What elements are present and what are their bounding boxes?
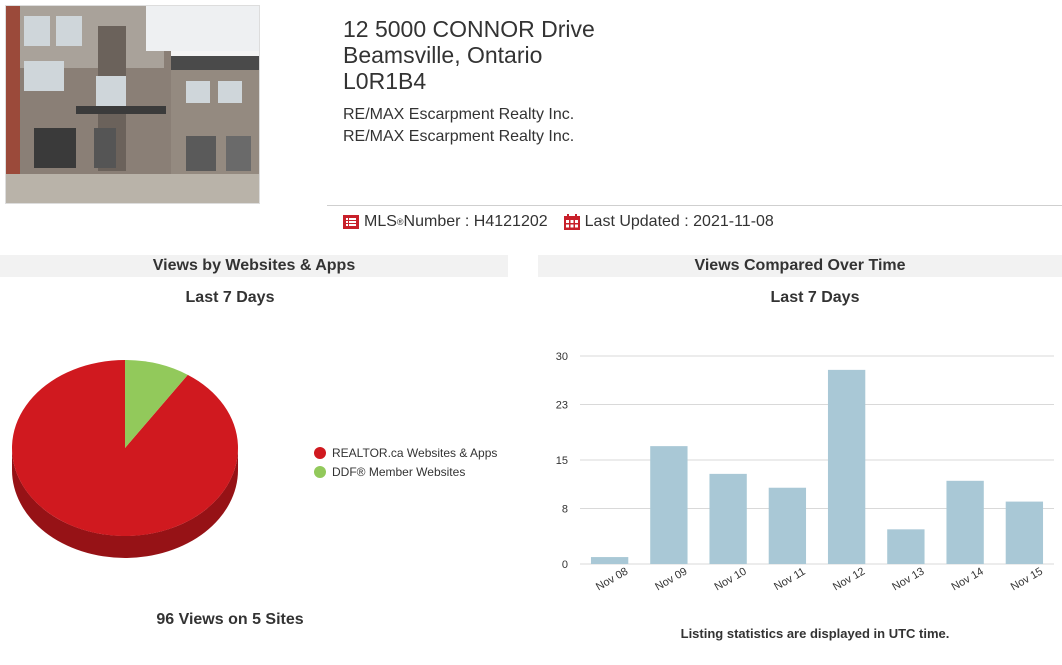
views-by-websites-heading: Views by Websites & Apps xyxy=(0,255,508,277)
calendar-icon xyxy=(563,214,580,230)
legend-item-ddf[interactable]: DDF® Member Websites xyxy=(314,462,497,481)
bar[interactable] xyxy=(768,487,807,564)
bar[interactable] xyxy=(590,557,629,564)
views-by-websites-period: Last 7 Days xyxy=(185,289,275,306)
mls-label: MLS xyxy=(364,213,397,230)
list-icon xyxy=(343,215,359,229)
legend-item-realtor[interactable]: REALTOR.ca Websites & Apps xyxy=(314,443,497,462)
listing-photo-image xyxy=(6,6,259,203)
address-street: 12 5000 CONNOR Drive xyxy=(343,16,595,42)
x-tick-label: Nov 08 xyxy=(594,565,630,593)
mls-reg-mark: ® xyxy=(396,217,404,227)
x-tick-label: Nov 13 xyxy=(890,565,926,593)
address-city: Beamsville, Ontario xyxy=(343,42,543,68)
bar[interactable] xyxy=(650,446,688,564)
brokerage-name: RE/MAX Escarpment Realty Inc. xyxy=(343,128,575,145)
bar-chart: 0 8 15 23 30 Nov 08 Nov 09 Nov 10 Nov 11 Nov 12 N… xyxy=(556,351,1054,593)
views-summary: 96 Views on 5 Sites xyxy=(156,611,304,628)
bar[interactable] xyxy=(946,480,984,564)
pie-legend: REALTOR.ca Websites & Apps DDF® Member W… xyxy=(314,443,497,481)
x-tick-label: Nov 12 xyxy=(831,565,867,593)
y-tick-label: 23 xyxy=(556,400,568,412)
brokerage-list: RE/MAX Escarpment Realty Inc. RE/MAX Esc… xyxy=(343,104,574,148)
bar[interactable] xyxy=(709,473,747,564)
listing-photo[interactable] xyxy=(5,5,260,204)
legend-swatch-ddf xyxy=(314,465,326,478)
pie-slice-side xyxy=(12,448,238,558)
x-tick-label: Nov 09 xyxy=(653,565,689,593)
last-updated: Last Updated : 2021-11-08 xyxy=(584,213,774,230)
views-over-time-heading: Views Compared Over Time xyxy=(538,255,1062,277)
address-postal: L0R1B4 xyxy=(343,68,427,94)
views-over-time-period: Last 7 Days xyxy=(770,289,860,306)
y-tick-label: 8 xyxy=(562,504,568,516)
bar[interactable] xyxy=(1005,501,1044,564)
x-tick-label: Nov 15 xyxy=(1009,565,1045,593)
pie-chart xyxy=(11,360,239,558)
x-tick-label: Nov 10 xyxy=(713,565,749,593)
y-tick-label: 30 xyxy=(556,351,568,363)
x-tick-label: Nov 11 xyxy=(772,566,807,593)
mls-number: Number : H4121202 xyxy=(403,213,548,230)
legend-swatch-realtor xyxy=(314,446,326,459)
pie-slice-1[interactable] xyxy=(125,360,188,448)
legend-label-realtor: REALTOR.ca Websites & Apps xyxy=(332,445,498,460)
y-tick-label: 15 xyxy=(556,455,568,467)
brokerage-name: RE/MAX Escarpment Realty Inc. xyxy=(343,106,575,123)
legend-label-ddf: DDF® Member Websites xyxy=(332,464,466,479)
utc-note: Listing statistics are displayed in UTC … xyxy=(680,626,950,641)
bar[interactable] xyxy=(887,529,925,564)
y-tick-label: 0 xyxy=(562,559,568,571)
mls-info-bar: MLS ® Number : H4121202 Last Updated : 20… xyxy=(327,205,1062,235)
listing-address: 12 5000 CONNOR Drive Beamsville, Ontario… xyxy=(343,16,595,94)
x-tick-label: Nov 14 xyxy=(950,565,986,593)
bar[interactable] xyxy=(827,369,866,564)
